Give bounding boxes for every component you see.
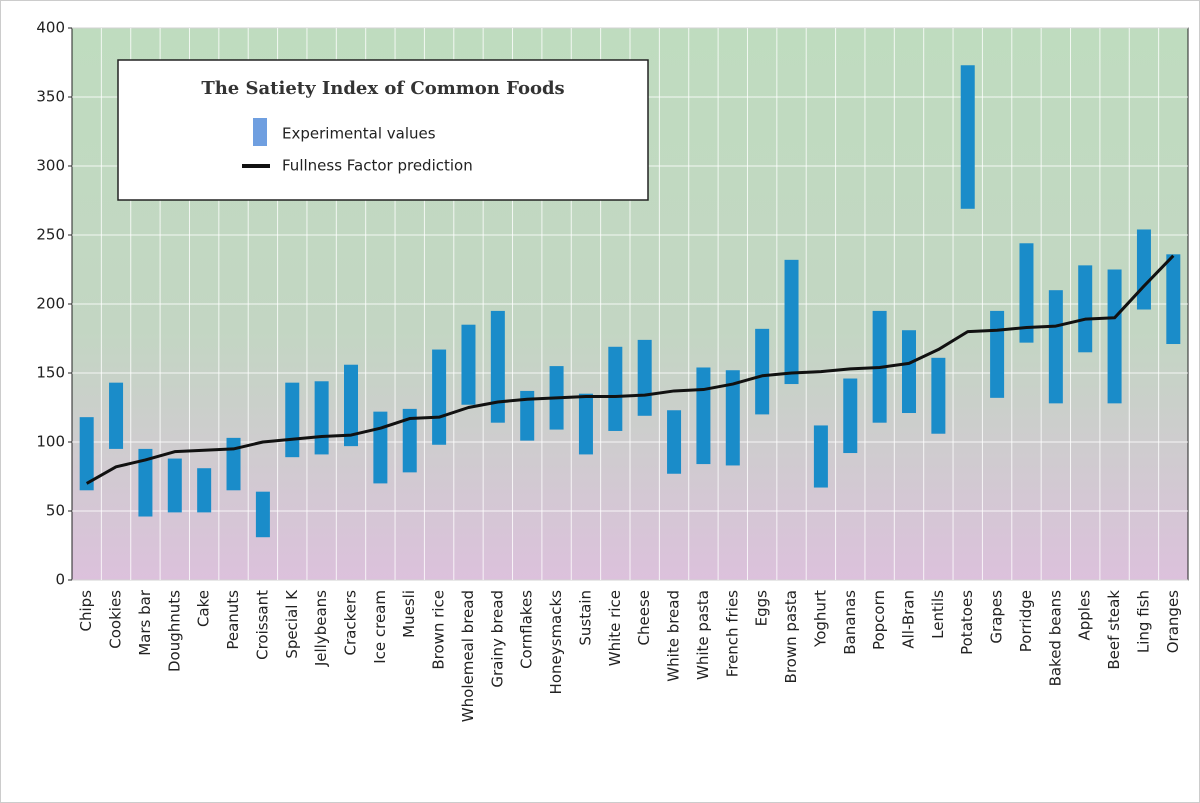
x-tick-label: White rice — [606, 590, 624, 666]
range-bar — [314, 381, 329, 455]
x-tick-label: Grainy bread — [488, 590, 506, 688]
x-tick-label: Cornflakes — [518, 590, 536, 669]
range-bar — [843, 378, 858, 454]
y-tick-label: 200 — [36, 295, 65, 313]
range-bar — [226, 437, 241, 491]
range-bar — [990, 310, 1005, 398]
x-tick-label: Grapes — [988, 590, 1006, 644]
x-tick-label: Lentils — [929, 590, 947, 639]
range-bar — [1166, 254, 1181, 345]
range-bar — [931, 357, 946, 434]
range-bar — [755, 328, 770, 415]
y-tick-label: 150 — [36, 364, 65, 382]
x-tick-label: Cheese — [635, 590, 653, 645]
x-tick-label: Beef steak — [1105, 590, 1123, 670]
range-bar — [520, 390, 535, 441]
legend: The Satiety Index of Common Foods Experi… — [117, 59, 649, 201]
range-bar — [1078, 265, 1093, 353]
range-bar — [1107, 269, 1122, 404]
range-bar — [167, 458, 182, 513]
x-tick-label: Jellybeans — [312, 590, 330, 667]
range-bar — [608, 346, 623, 431]
x-tick-label: Apples — [1076, 590, 1094, 641]
x-tick-label: Sustain — [576, 590, 594, 646]
x-tick-label: French fries — [723, 590, 741, 677]
y-tick-label: 250 — [36, 226, 65, 244]
range-bar — [138, 448, 153, 517]
x-tick-label: Popcorn — [870, 590, 888, 650]
legend-box — [117, 59, 649, 201]
x-tick-label: All-Bran — [900, 590, 918, 649]
x-tick-label: Cookies — [107, 590, 125, 649]
range-bar — [255, 491, 270, 538]
range-bar — [109, 382, 124, 449]
legend-label: Experimental values — [282, 125, 436, 143]
x-tick-label: Yoghurt — [811, 590, 829, 648]
y-tick-label: 0 — [55, 571, 65, 589]
range-bar — [960, 65, 975, 209]
range-bar — [490, 310, 505, 423]
legend-label: Fullness Factor prediction — [282, 157, 473, 175]
range-bar — [637, 339, 652, 416]
x-tick-label: Oranges — [1164, 590, 1182, 653]
range-bar — [667, 410, 682, 474]
x-tick-label: Potatoes — [958, 590, 976, 655]
x-tick-label: Wholemeal bread — [459, 590, 477, 722]
x-tick-label: Ling fish — [1134, 590, 1152, 653]
range-bar — [461, 324, 476, 405]
range-bar — [578, 393, 593, 455]
prediction-line — [85, 254, 1175, 485]
x-tick-label: White pasta — [694, 590, 712, 680]
range-bar — [1019, 243, 1034, 343]
range-bar — [79, 417, 94, 491]
range-bar — [725, 370, 740, 466]
x-tick-label: Peanuts — [224, 590, 242, 650]
y-tick-label: 300 — [36, 157, 65, 175]
x-tick-label: Brown pasta — [782, 590, 800, 683]
range-bar — [1136, 229, 1151, 310]
x-tick-label: Honeysmacks — [547, 590, 565, 695]
range-bar — [784, 259, 799, 385]
x-tick-label: Special K — [283, 589, 301, 659]
range-bar — [432, 349, 447, 445]
legend-swatch — [253, 118, 267, 146]
x-tick-label: Eggs — [753, 590, 771, 627]
x-tick-label: Croissant — [253, 590, 271, 660]
range-bar — [813, 425, 828, 488]
x-tick-label: White bread — [665, 590, 683, 682]
range-bar — [696, 367, 711, 465]
x-tick-label: Mars bar — [136, 589, 154, 656]
range-bar — [902, 330, 916, 414]
range-bar — [1048, 290, 1063, 404]
y-tick-label: 350 — [36, 88, 65, 106]
y-tick-label: 50 — [46, 502, 65, 520]
legend-title: The Satiety Index of Common Foods — [201, 78, 564, 99]
range-bar — [402, 408, 417, 473]
range-bar — [373, 411, 388, 484]
x-tick-label: Porridge — [1017, 590, 1035, 652]
x-tick-label: Doughnuts — [165, 590, 183, 672]
x-tick-label: Cake — [195, 590, 213, 627]
range-bar — [285, 382, 300, 458]
x-tick-label: Muesli — [400, 590, 418, 638]
x-tick-label: Chips — [77, 590, 95, 632]
range-bar — [344, 364, 358, 447]
x-tick-label: Crackers — [342, 590, 360, 656]
x-tick-label: Ice cream — [371, 590, 389, 664]
x-tick-label: Baked beans — [1046, 590, 1064, 687]
x-tick-label: Bananas — [841, 590, 859, 655]
range-bar — [197, 468, 212, 513]
y-tick-label: 100 — [36, 433, 65, 451]
y-tick-label: 400 — [36, 19, 65, 37]
x-tick-label: Brown rice — [430, 590, 448, 670]
